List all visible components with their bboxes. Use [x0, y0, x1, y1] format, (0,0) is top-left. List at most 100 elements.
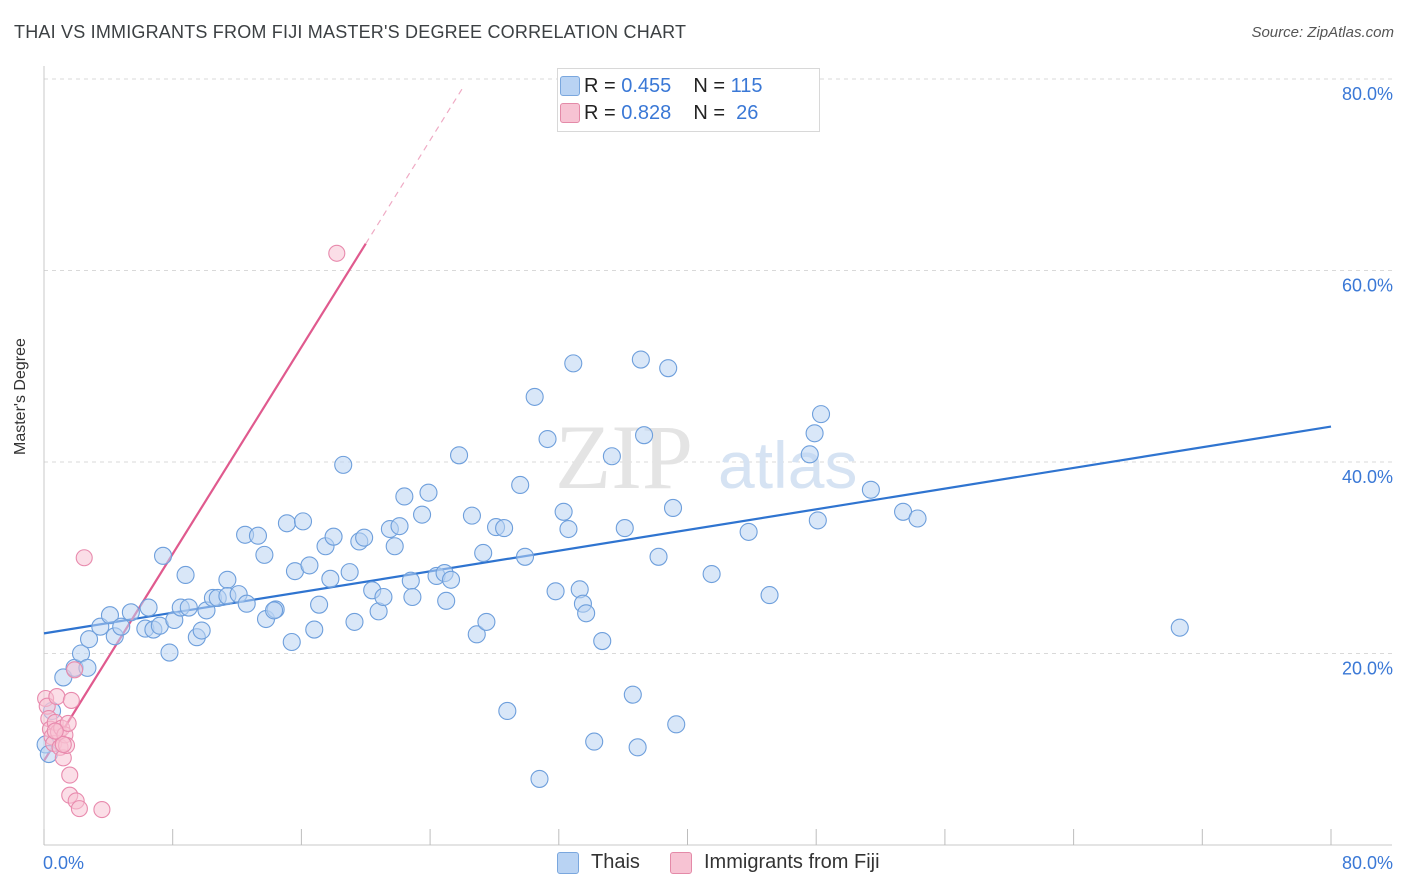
watermark-zip: ZIP [555, 406, 693, 508]
bottom-swatch-fiji [670, 851, 692, 874]
legend-n-value: 115 [730, 74, 763, 97]
thais-point [861, 480, 880, 499]
thais-point [248, 526, 268, 545]
y-axis-label: Master's Degree [12, 338, 29, 455]
thais-point [628, 738, 647, 757]
stats-legend: R = 0.455 N = 115 R = 0.828 N = 26 [557, 68, 820, 132]
thais-point [577, 604, 596, 623]
fiji-point [48, 688, 66, 706]
thais-point [79, 630, 99, 649]
fiji-point [66, 661, 84, 679]
thais-point [265, 601, 284, 620]
fiji-point [328, 244, 346, 262]
y-tick-label: 20.0% [1342, 659, 1393, 679]
thais-point [615, 519, 634, 538]
thais-point [305, 620, 324, 639]
tick-labels: 80.0% 60.0% 40.0% 20.0% 0.0% 80.0% [43, 84, 1393, 873]
thais-point [663, 498, 683, 518]
fiji-trend-line [43, 88, 463, 762]
chart-title: THAI VS IMMIGRANTS FROM FIJI MASTER'S DE… [14, 22, 687, 42]
thais-points [36, 350, 1189, 788]
thais-point [255, 545, 274, 564]
thais-point [546, 582, 565, 601]
fiji-point [75, 549, 93, 567]
thais-point [585, 732, 604, 751]
thais-point [593, 632, 612, 651]
legend-n-label: N = [693, 101, 725, 124]
thais-point [310, 595, 329, 614]
thais-point [760, 586, 779, 605]
fiji-point [46, 722, 64, 740]
y-tick-label: 80.0% [1342, 84, 1393, 104]
watermark-atlas: atlas [718, 428, 857, 502]
fiji-point [54, 735, 72, 754]
legend-r-value: 0.455 [621, 74, 672, 97]
thais-point [419, 483, 438, 502]
thais-point [649, 547, 668, 566]
bottom-legend-thais: Thais [557, 851, 640, 874]
source-label: Source: ZipAtlas.com [1251, 24, 1394, 41]
thais-point [635, 426, 654, 445]
fiji-point [62, 691, 80, 709]
thais-point [800, 445, 819, 464]
thais-point [437, 591, 456, 610]
thais-point [805, 424, 824, 443]
thais-point [515, 547, 535, 566]
fiji-point [61, 766, 79, 784]
fiji-trend [43, 243, 367, 762]
thais-point [340, 563, 359, 582]
thais-point [559, 519, 578, 539]
legend-row-thais: R = 0.455 N = 115 [560, 74, 763, 98]
thais-point [374, 587, 393, 607]
fiji-point [59, 714, 77, 732]
gridlines [44, 78, 1392, 654]
thais-point [160, 643, 179, 662]
thais-point [277, 514, 296, 533]
thais-point [908, 509, 927, 528]
thais-point [623, 685, 642, 704]
thais-point [355, 528, 374, 547]
bottom-legend-thais-label: Thais [591, 851, 640, 873]
thais-point [462, 506, 481, 525]
fiji-point [70, 800, 88, 818]
thais-point [441, 570, 461, 589]
thais-point [192, 621, 211, 640]
thais-point [300, 556, 319, 575]
thais-point [659, 359, 678, 378]
legend-r-label: R = [584, 74, 616, 97]
thais-point [602, 447, 621, 466]
legend-row-fiji: R = 0.828 N = 26 [560, 101, 758, 125]
thais-point [413, 505, 432, 524]
thais-point [477, 612, 496, 631]
thais-point [511, 475, 530, 495]
legend-r-label: R = [584, 101, 616, 124]
watermark: ZIP atlas [555, 406, 857, 508]
thais-point [153, 546, 173, 565]
thais-point [345, 612, 364, 631]
thais-point [538, 429, 557, 449]
legend-r-value: 0.828 [621, 101, 672, 124]
legend-n-label: N = [693, 74, 725, 97]
legend-swatch-thais [560, 76, 580, 96]
thais-point [450, 446, 469, 465]
thais-point [121, 603, 140, 622]
thais-point [631, 350, 650, 369]
thais-point [1170, 618, 1189, 637]
thais-point [564, 354, 583, 373]
thais-point [176, 565, 195, 585]
bottom-swatch-thais [557, 851, 579, 874]
thais-point [100, 606, 120, 625]
thais-point [282, 632, 301, 652]
thais-point [495, 519, 514, 538]
y-tick-label: 60.0% [1342, 276, 1393, 296]
thais-point [334, 455, 353, 474]
x-tick-label-max: 80.0% [1342, 853, 1393, 873]
thais-point [237, 594, 256, 613]
thais-point [403, 587, 422, 607]
thais-point [390, 517, 409, 536]
fiji-trend-extension [365, 88, 463, 245]
y-tick-label: 40.0% [1342, 467, 1393, 487]
thais-point [667, 715, 686, 734]
thais-point [530, 769, 549, 788]
